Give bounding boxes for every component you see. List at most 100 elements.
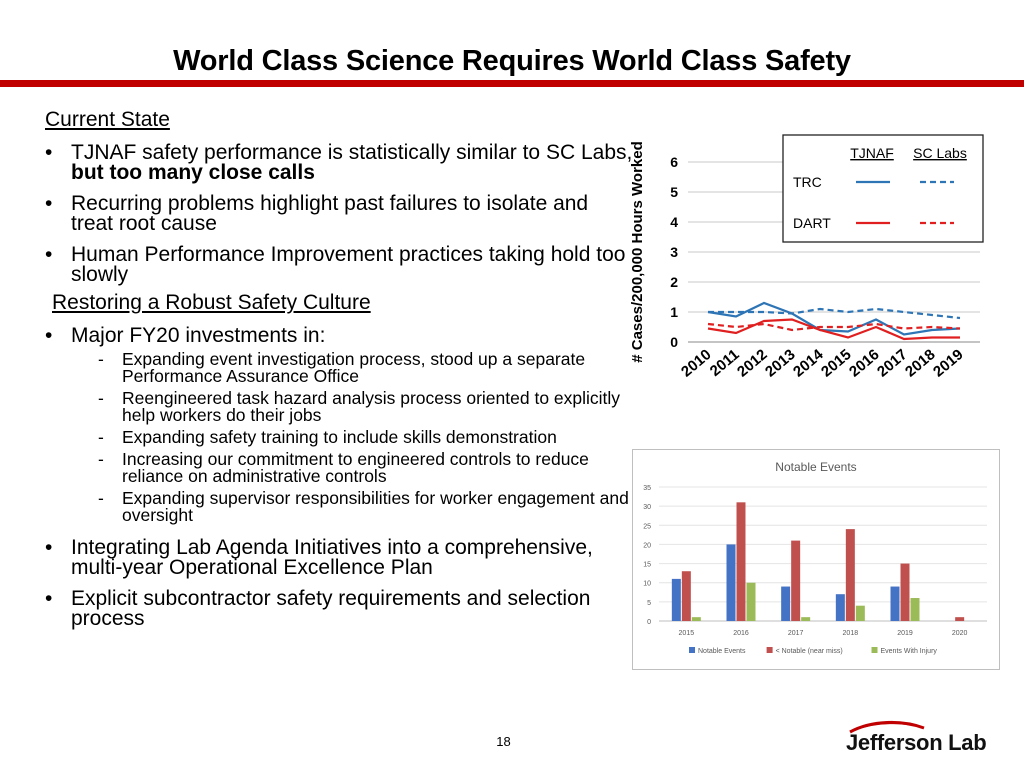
series-line	[707, 318, 960, 341]
bar	[890, 586, 900, 621]
x-tick-label: 2019	[930, 346, 966, 380]
logo-swoosh-icon	[849, 720, 925, 734]
x-tick-label: 2017	[874, 346, 910, 380]
bullet-item: • Human Performance Improvement practice…	[45, 243, 635, 286]
x-tick-label: 2010	[678, 346, 714, 380]
x-tick-label: 2016	[733, 630, 749, 637]
y-tick-label: 25	[643, 523, 651, 530]
x-tick-label: 2015	[818, 346, 854, 380]
safety-rate-line-chart: 0123456201020112012201320142015201620172…	[629, 134, 984, 381]
sub-dash: -	[98, 427, 104, 447]
chart-title: Notable Events	[775, 460, 856, 474]
y-axis-label: # Cases/200,000 Hours Worked	[629, 141, 646, 363]
bar	[671, 578, 681, 621]
bar	[736, 502, 746, 621]
y-tick-label: 0	[647, 619, 651, 626]
bullet-dot: •	[45, 536, 53, 559]
series-line	[707, 322, 961, 332]
y-tick-label: 5	[670, 184, 678, 200]
bullet-text: Major FY20 investments in:	[71, 324, 326, 347]
legend-row-label: DART	[793, 215, 831, 231]
bullet-dot: •	[45, 243, 53, 266]
bullet-text: Explicit subcontractor safety requiremen…	[71, 587, 591, 630]
sub-dash: -	[98, 349, 104, 369]
sub-item: - Expanding event investigation process,…	[45, 349, 635, 386]
bullet-text: Integrating Lab Agenda Initiatives into …	[71, 536, 593, 579]
notable-events-chart-frame: Notable Events 0 5 10 15 20 25 30 35 2015 2016 2017…	[632, 449, 1000, 670]
bullet-text: Human Performance Improvement practices …	[71, 243, 626, 286]
y-tick-label: 5	[647, 600, 651, 607]
bullet-item: • Explicit subcontractor safety requirem…	[45, 587, 635, 630]
legend-row-label: TRC	[793, 174, 822, 190]
sub-item: - Expanding supervisor responsibilities …	[45, 488, 635, 525]
legend-swatch	[871, 647, 878, 653]
bar	[900, 563, 910, 621]
sub-item: - Increasing our commitment to engineere…	[45, 449, 635, 486]
legend-col-header: SC Labs	[913, 145, 967, 161]
y-tick-label: 20	[643, 542, 651, 549]
y-tick-label: 4	[670, 214, 678, 230]
bar	[855, 605, 865, 621]
y-tick-label: 0	[670, 334, 678, 350]
x-tick-label: 2019	[897, 630, 913, 637]
sub-item-text: Reengineered task hazard analysis proces…	[122, 388, 621, 425]
bar	[910, 598, 920, 621]
bar	[791, 540, 801, 621]
x-tick-label: 2018	[902, 346, 938, 380]
bullet-text: TJNAF safety performance is statisticall…	[71, 141, 633, 164]
legend-label: Events With Injury	[881, 648, 938, 655]
y-tick-label: 1	[670, 304, 678, 320]
bar	[801, 617, 811, 621]
x-tick-label: 2014	[790, 346, 827, 381]
y-tick-label: 6	[670, 154, 678, 170]
bullet-dot: •	[45, 587, 53, 610]
notable-events-bar-chart: Notable Events 0 5 10 15 20 25 30 35 2015 2016 2017…	[643, 460, 987, 655]
sub-item-text: Expanding event investigation process, s…	[122, 349, 586, 386]
slide-title: World Class Science Requires World Class…	[173, 45, 851, 77]
bullet-dot: •	[45, 324, 53, 347]
sub-item: - Expanding safety training to include s…	[45, 427, 635, 447]
bar	[726, 544, 736, 621]
sub-item-text: Expanding safety training to include ski…	[122, 427, 557, 447]
series-line	[707, 301, 961, 336]
title-divider	[0, 80, 1024, 87]
jefferson-lab-logo: Jefferson Lab	[832, 718, 992, 760]
bullet-bold-text: but too many close calls	[71, 161, 315, 184]
y-tick-label: 15	[643, 562, 651, 569]
x-tick-label: 2013	[762, 346, 798, 380]
logo-text: Jefferson Lab	[846, 730, 987, 755]
text-panel: Current State • TJNAF safety performance…	[45, 108, 635, 629]
sub-item-text: Increasing our commitment to engineered …	[122, 449, 589, 486]
bullet-item: • Integrating Lab Agenda Initiatives int…	[45, 536, 635, 579]
bullet-text: Recurring problems highlight past failur…	[71, 192, 589, 235]
x-tick-label: 2015	[679, 630, 695, 637]
y-tick-label: 2	[670, 274, 678, 290]
x-tick-label: 2011	[707, 346, 743, 380]
y-tick-label: 3	[670, 244, 678, 260]
bar	[835, 594, 845, 621]
legend-box	[782, 134, 984, 243]
legend-label: < Notable (near miss)	[776, 648, 843, 655]
sub-dash: -	[98, 388, 104, 408]
x-tick-label: 2012	[734, 346, 770, 380]
y-tick-label: 30	[643, 504, 651, 511]
sub-dash: -	[98, 488, 104, 508]
bar	[746, 582, 756, 621]
legend-col-header: TJNAF	[850, 145, 894, 161]
current-state-heading: Current State	[45, 108, 170, 131]
sub-dash: -	[98, 449, 104, 469]
y-tick-label: 10	[643, 581, 651, 588]
bullet-item: • Major FY20 investments in:	[45, 324, 635, 347]
bar	[691, 617, 701, 621]
x-tick-label: 2018	[843, 630, 859, 637]
bar	[955, 617, 965, 621]
x-tick-label: 2017	[788, 630, 804, 637]
bar	[845, 529, 855, 621]
x-tick-label: 2020	[952, 630, 968, 637]
sub-item-text: Expanding supervisor responsibilities fo…	[122, 488, 629, 525]
sub-item: - Reengineered task hazard analysis proc…	[45, 388, 635, 425]
bullet-item: • TJNAF safety performance is statistica…	[45, 141, 635, 184]
bullet-dot: •	[45, 192, 53, 215]
bar	[681, 571, 691, 621]
legend-swatch	[766, 647, 773, 653]
